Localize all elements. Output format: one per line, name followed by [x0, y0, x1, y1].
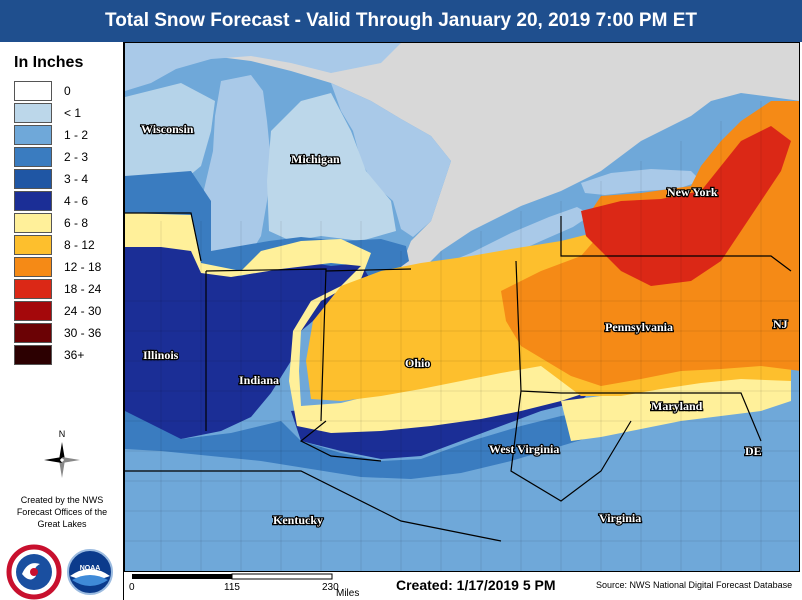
legend-row: 30 - 36: [14, 322, 101, 344]
legend-row: 0: [14, 80, 101, 102]
legend-label: 24 - 30: [64, 304, 102, 318]
lake-huron: [331, 83, 451, 237]
legend-row: 6 - 8: [14, 212, 101, 234]
snow-band-18-24: [581, 126, 791, 286]
legend-label: 36+: [64, 348, 85, 362]
wv-border: [510, 390, 632, 502]
legend-swatch: [14, 257, 52, 277]
source-text: Source: NWS National Digital Forecast Da…: [596, 580, 793, 590]
michigan-light: [125, 83, 215, 191]
state-label-ohio: Ohio: [405, 356, 430, 370]
legend-row: 2 - 3: [14, 146, 101, 168]
legend-swatch: [14, 103, 52, 123]
in-border: [205, 268, 327, 422]
state-label-de: DE: [745, 444, 762, 458]
scale-tick-0: 0: [129, 582, 135, 593]
legend-swatch: [14, 147, 52, 167]
state-borders: [125, 212, 792, 542]
legend-title: In Inches: [14, 54, 84, 71]
agency-logos: NOAA: [6, 544, 113, 600]
lake-ontario: [581, 169, 701, 195]
state-label-michigan: Michigan: [291, 152, 340, 166]
compass-north-label: N: [59, 429, 66, 439]
legend-row: < 1: [14, 102, 101, 124]
state-label-west-virginia: West Virginia: [489, 442, 559, 456]
state-label-illinois: Illinois: [143, 348, 179, 362]
legend-row: 24 - 30: [14, 300, 101, 322]
legend-label: < 1: [64, 106, 82, 120]
legend-row: 3 - 4: [14, 168, 101, 190]
wi-il-border: [125, 212, 202, 262]
legend-swatch: [14, 81, 52, 101]
snow-band-6-8: [125, 213, 611, 433]
legend-row: 4 - 6: [14, 190, 101, 212]
legend-swatch: [14, 191, 52, 211]
legend-label: 18 - 24: [64, 282, 102, 296]
legend-row: 8 - 12: [14, 234, 101, 256]
oh-river: [299, 420, 382, 462]
legend-label: 1 - 2: [64, 128, 89, 142]
michigan-lp-light: [267, 93, 396, 241]
legend-label: 2 - 3: [64, 150, 89, 164]
canada-region: [125, 43, 799, 281]
lake-michigan: [199, 75, 271, 269]
legend-label: 8 - 12: [64, 238, 95, 252]
legend-swatch: [14, 125, 52, 145]
snow-band-4-6-west: [125, 221, 371, 439]
credit-text: Created by the NWS Forecast Offices of t…: [0, 494, 124, 530]
legend-swatch: [14, 323, 52, 343]
snow-band-3-4-south: [125, 391, 701, 479]
state-label-maryland: Maryland: [651, 399, 703, 413]
legend-label: 0: [64, 84, 71, 98]
pa-ny-border: [560, 216, 792, 272]
snow-band-6-8-east: [561, 371, 791, 441]
state-label-indiana: Indiana: [239, 373, 279, 387]
nws-logo-icon: [6, 544, 62, 600]
legend-label: 3 - 4: [64, 172, 89, 186]
legend-list: 0 < 1 1 - 2 2 - 3 3 - 4 4 - 6 6 - 8 8 - 12 12 - …: [14, 80, 101, 366]
lake-superior: [125, 43, 401, 91]
legend-swatch: [14, 169, 52, 189]
noaa-logo-icon: NOAA: [67, 549, 113, 595]
scale-tick-230: 230: [322, 582, 339, 593]
credit-line-2: Forecast Offices of the: [16, 507, 108, 517]
legend-row: 1 - 2: [14, 124, 101, 146]
credit-line-3: Great Lakes: [37, 519, 87, 529]
scale-bar: [132, 573, 333, 580]
scale-tick-115: 115: [224, 582, 240, 593]
legend-row: 36+: [14, 344, 101, 366]
legend-swatch: [14, 235, 52, 255]
county-grid: [125, 101, 799, 571]
state-label-nj: NJ: [773, 317, 788, 331]
forecast-map: Wisconsin Michigan Illinois Indiana Ohio…: [124, 42, 800, 572]
ky-border: [125, 470, 502, 542]
pa-md-border: [561, 392, 762, 442]
legend-swatch: [14, 345, 52, 365]
legend-label: 6 - 8: [64, 216, 89, 230]
north-arrow-icon: N: [44, 429, 80, 478]
created-timestamp: Created: 1/17/2019 5 PM: [396, 577, 556, 593]
legend-panel: In Inches 0 < 1 1 - 2 2 - 3 3 - 4 4 - 6 6 - 8 8…: [0, 42, 124, 600]
state-label-wisconsin: Wisconsin: [141, 122, 194, 136]
state-label-kentucky: Kentucky: [273, 513, 323, 527]
footer-bar: 0 115 230 Miles Created: 1/17/2019 5 PM …: [124, 572, 802, 600]
svg-text:NOAA: NOAA: [80, 565, 101, 572]
legend-row: 12 - 18: [14, 256, 101, 278]
legend-swatch: [14, 279, 52, 299]
legend-label: 4 - 6: [64, 194, 89, 208]
scale-unit: Miles: [336, 588, 360, 599]
state-label-pennsylvania: Pennsylvania: [605, 320, 673, 334]
legend-label: 30 - 36: [64, 326, 102, 340]
state-label-new-york: New York: [667, 185, 718, 199]
map-title: Total Snow Forecast - Valid Through Janu…: [0, 0, 802, 42]
legend-label: 12 - 18: [64, 260, 102, 274]
state-label-virginia: Virginia: [599, 511, 641, 525]
legend-swatch: [14, 213, 52, 233]
legend-row: 18 - 24: [14, 278, 101, 300]
map-canvas: Wisconsin Michigan Illinois Indiana Ohio…: [125, 43, 799, 571]
mi-oh-border: [325, 268, 412, 272]
legend-swatch: [14, 301, 52, 321]
credit-line-1: Created by the NWS: [20, 495, 104, 505]
